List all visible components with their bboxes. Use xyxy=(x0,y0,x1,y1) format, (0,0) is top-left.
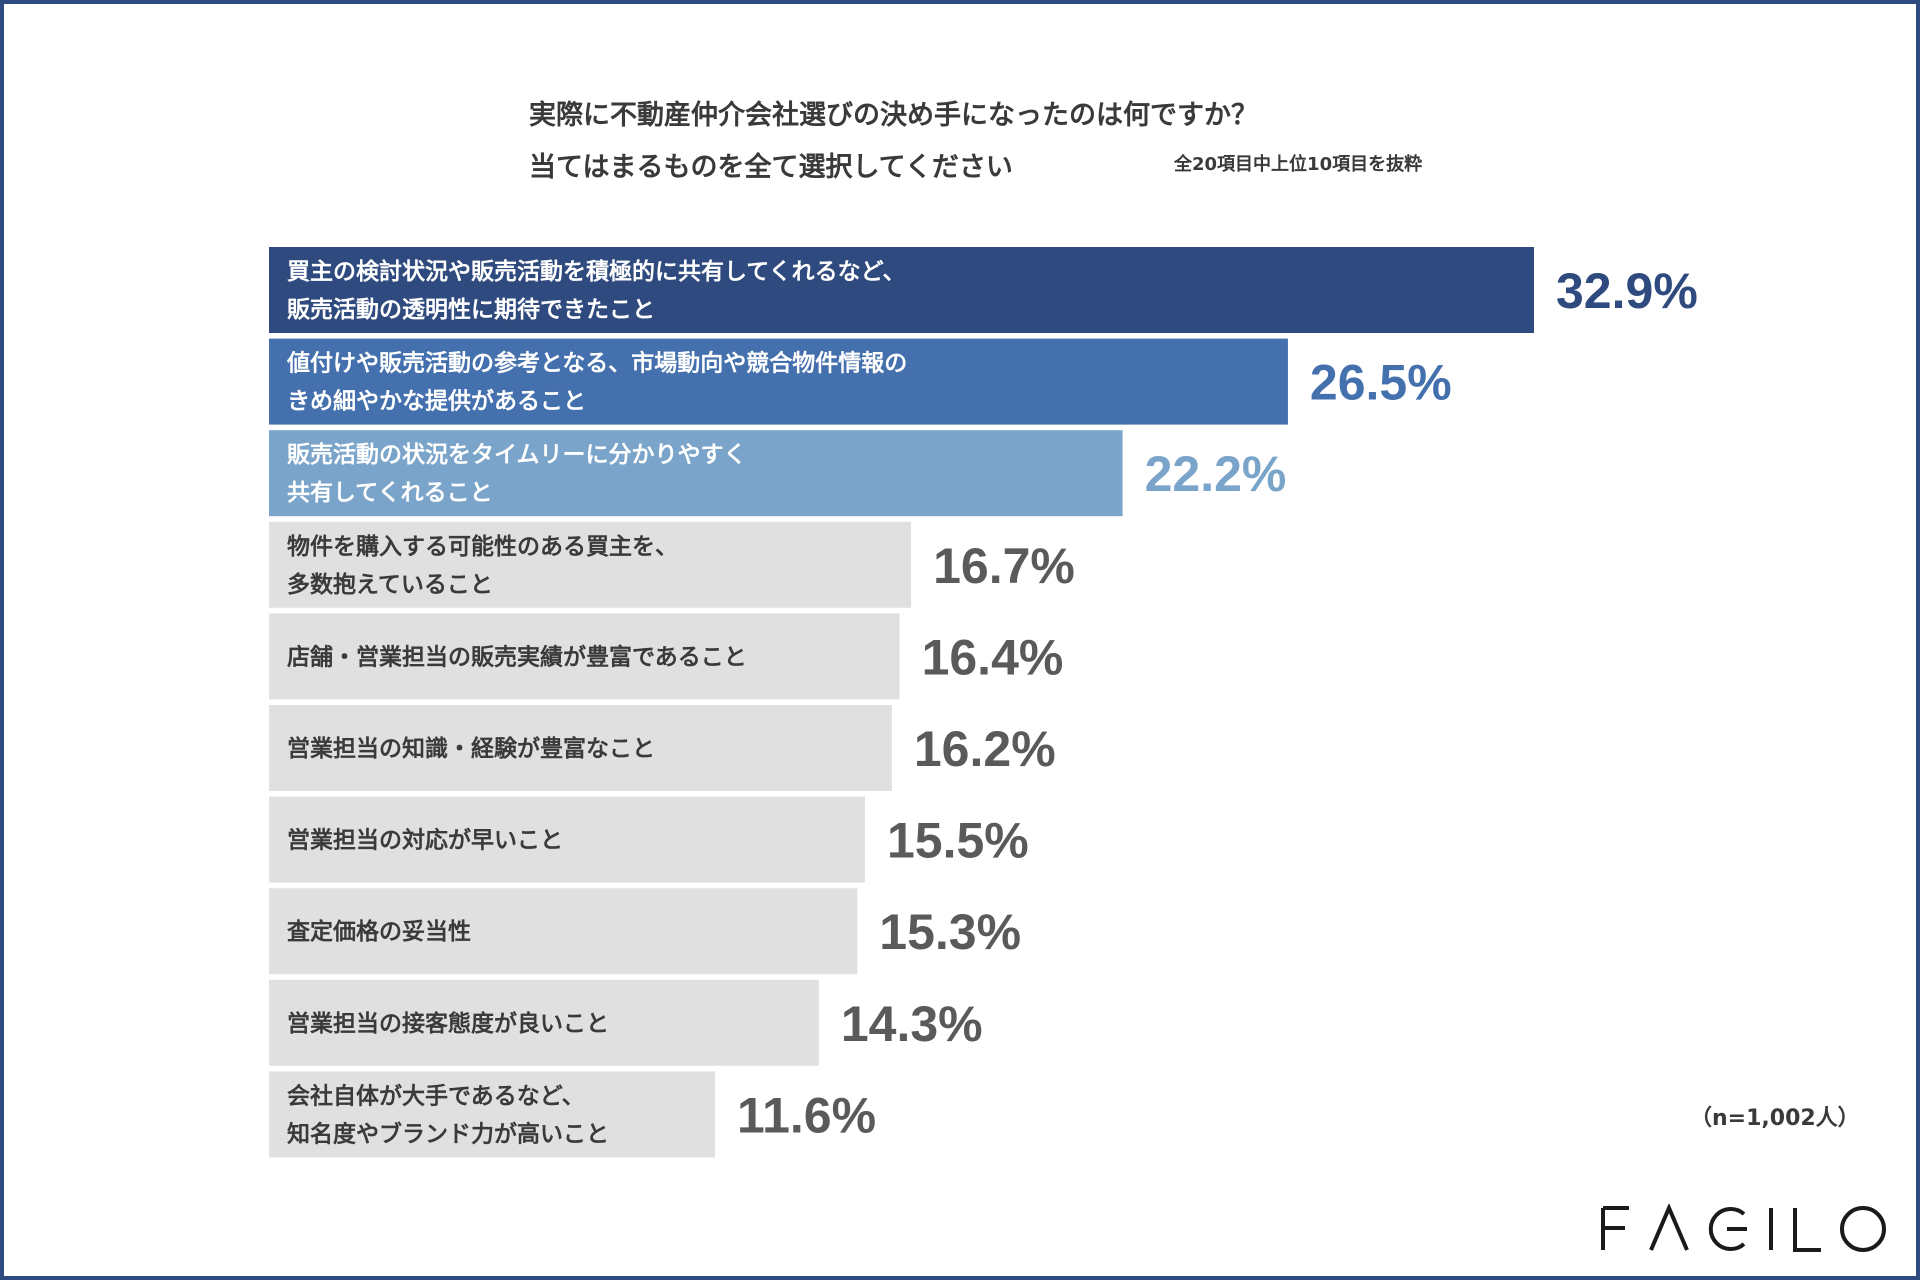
chart-subnote: 全20項目中上位10項目を抜粋 xyxy=(1174,154,1423,175)
title-line-1: 実際に不動産仲介会社選びの決め手になったのは何ですか？ xyxy=(529,100,1258,131)
bar xyxy=(269,338,1288,425)
bar-value-label: 15.5% xyxy=(887,813,1029,869)
bar-row: 営業担当の対応が早いこと 15.5% xyxy=(269,796,1029,883)
bar-value-label: 16.2% xyxy=(914,721,1056,777)
bar-value-label: 22.2% xyxy=(1145,446,1287,502)
bar-row: 販売活動の状況をタイムリーに分かりやすく共有してくれること 22.2% xyxy=(269,430,1287,517)
bar-row: 会社自体が大手であるなど、知名度やブランド力が高いこと 11.6% xyxy=(269,1071,876,1158)
bar-row: 店舗・営業担当の販売実績が豊富であること 16.4% xyxy=(269,613,1064,700)
bar-label-line: 店舗・営業担当の販売実績が豊富であること xyxy=(287,643,747,670)
bar-label: 店舗・営業担当の販売実績が豊富であること xyxy=(287,643,747,670)
title-line-2: 当てはまるものを全て選択してください xyxy=(529,152,1013,183)
bar-value-label: 11.6% xyxy=(737,1087,876,1143)
bar-row: 営業担当の知識・経験が豊富なこと 16.2% xyxy=(269,705,1056,791)
bar-row: 値付けや販売活動の参考となる、市場動向や競合物件情報のきめ細やかな提供があること… xyxy=(269,338,1452,425)
bar-label: 値付けや販売活動の参考となる、市場動向や競合物件情報のきめ細やかな提供があること xyxy=(286,350,907,415)
bar xyxy=(269,979,819,1066)
bar-row: 営業担当の接客態度が良いこと 14.3% xyxy=(269,979,983,1066)
bar-label-line: 知名度やブランド力が高いこと xyxy=(287,1120,609,1147)
bar-label: 物件を購入する可能性のある買主を、多数抱えていること xyxy=(287,533,678,598)
bar-row: 買主の検討状況や販売活動を積極的に共有してくれるなど、販売活動の透明性に期待でき… xyxy=(269,247,1698,333)
bar-label-line: 値付けや販売活動の参考となる、市場動向や競合物件情報の xyxy=(286,350,907,377)
bar-label: 販売活動の状況をタイムリーに分かりやすく共有してくれること xyxy=(287,441,747,506)
fagilo-logo xyxy=(1601,1204,1886,1252)
bar-label-line: 営業担当の接客態度が良いこと xyxy=(287,1010,609,1037)
bar-label-line: 多数抱えていること xyxy=(287,571,493,598)
bar-label-line: 販売活動の透明性に期待できたこと xyxy=(287,296,655,323)
bar-label-line: 買主の検討状況や販売活動を積極的に共有してくれるなど、 xyxy=(287,258,905,285)
bar-value-label: 14.3% xyxy=(841,996,983,1052)
bar xyxy=(269,796,865,883)
bar-label-line: 共有してくれること xyxy=(287,479,493,506)
bar-label: 営業担当の知識・経験が豊富なこと xyxy=(287,735,655,762)
bar-label-line: きめ細やかな提供があること xyxy=(287,388,586,415)
sample-size-note: （n=1,002人） xyxy=(1690,1106,1860,1131)
bar-label-line: 営業担当の対応が早いこと xyxy=(287,827,563,854)
bar-label-line: 物件を購入する可能性のある買主を、 xyxy=(287,533,678,560)
bar-label: 買主の検討状況や販売活動を積極的に共有してくれるなど、販売活動の透明性に期待でき… xyxy=(287,258,905,323)
bar-label-line: 査定価格の妥当性 xyxy=(287,918,471,945)
bar-label-line: 販売活動の状況をタイムリーに分かりやすく xyxy=(287,441,747,468)
bar-label: 営業担当の接客態度が良いこと xyxy=(287,1010,609,1037)
bar-value-label: 15.3% xyxy=(879,904,1021,960)
bar xyxy=(269,430,1123,517)
chart-title: 実際に不動産仲介会社選びの決め手になったのは何ですか？ 当てはまるものを全て選択… xyxy=(529,90,1258,194)
bar-label-line: 営業担当の知識・経験が豊富なこと xyxy=(287,735,655,762)
bar xyxy=(269,521,912,608)
bar xyxy=(269,247,1534,333)
bar-value-label: 16.4% xyxy=(922,629,1064,685)
bar-label-line: 会社自体が大手であるなど、 xyxy=(287,1082,585,1109)
bar-label: 査定価格の妥当性 xyxy=(287,918,471,945)
bar-label: 営業担当の対応が早いこと xyxy=(287,827,563,854)
bar-row: 査定価格の妥当性 15.3% xyxy=(269,888,1021,975)
bar xyxy=(269,613,900,700)
bar xyxy=(269,1071,716,1158)
bar-value-label: 26.5% xyxy=(1310,355,1452,411)
bar-chart: 買主の検討状況や販売活動を積極的に共有してくれるなど、販売活動の透明性に期待でき… xyxy=(269,247,1698,1158)
bar-value-label: 16.7% xyxy=(933,538,1075,594)
bar xyxy=(269,888,858,975)
bar-label: 会社自体が大手であるなど、知名度やブランド力が高いこと xyxy=(287,1082,609,1147)
bar-row: 物件を購入する可能性のある買主を、多数抱えていること 16.7% xyxy=(269,521,1075,608)
bar xyxy=(269,705,892,791)
bar-value-label: 32.9% xyxy=(1556,263,1698,319)
